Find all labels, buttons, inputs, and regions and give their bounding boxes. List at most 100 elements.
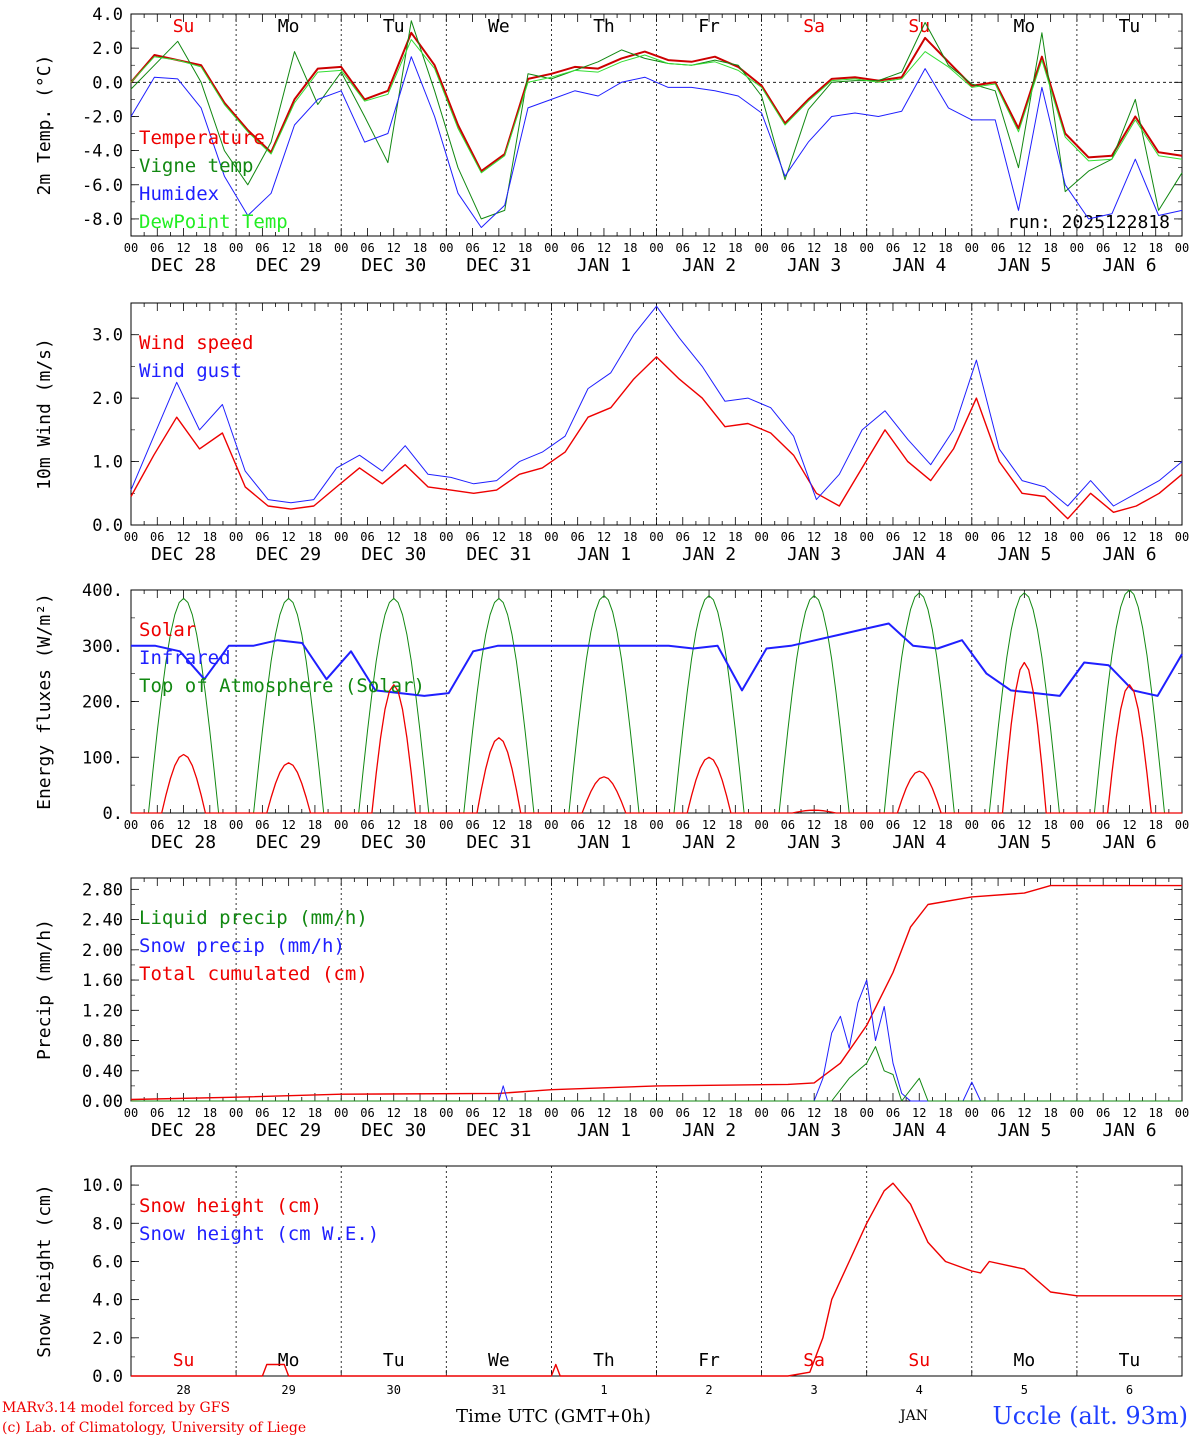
y-tick-label: 400. [82,581,123,601]
hour-label: 00 [334,818,348,832]
station-label: Uccle (alt. 93m) [992,1402,1188,1430]
weekday-label: Su [908,1350,930,1371]
y-tick-label: -2.0 [82,107,123,127]
hour-label: 18 [1148,241,1162,255]
hour-label: 06 [1096,241,1110,255]
hour-label: 06 [465,530,479,544]
hour-label: 12 [492,818,506,832]
hour-label: 12 [281,1106,295,1120]
hour-label: 00 [439,241,453,255]
y-tick-label: 8.0 [92,1214,123,1234]
date-label: JAN 6 [1102,544,1156,565]
weekday-label: Fr [698,1350,720,1371]
hour-label: 00 [124,241,138,255]
y-tick-label: 4.0 [92,1291,123,1311]
hour-label: 18 [1043,241,1057,255]
hour-label: 06 [991,1106,1005,1120]
weekday-label: Sa [803,16,825,37]
hour-label: 18 [623,1106,637,1120]
hour-label: 18 [1043,818,1057,832]
hour-label: 18 [203,818,217,832]
date-label: JAN 6 [1102,255,1156,276]
y-tick-label: 1.60 [82,971,123,991]
hour-label: 06 [991,530,1005,544]
hour-label: 18 [1043,1106,1057,1120]
hour-label: 06 [255,818,269,832]
y-tick-label: 200. [82,693,123,713]
hour-label: 12 [1017,241,1031,255]
y-tick-label: 0. [103,804,123,824]
hour-label: 18 [938,1106,952,1120]
date-label: DEC 31 [466,544,531,565]
date-label: DEC 29 [256,544,321,565]
hour-label: 18 [413,241,427,255]
hour-label: 00 [965,241,979,255]
date-label: JAN 6 [1102,832,1156,853]
y-tick-label: 2.0 [92,39,123,59]
date-label: JAN 6 [1102,1120,1156,1141]
date-label: DEC 29 [256,1120,321,1141]
y-tick-label: 0.80 [82,1032,123,1052]
legend-entry: Snow precip (mm/h) [139,935,345,957]
hour-label: 12 [702,1106,716,1120]
series-snow-height-cm- [131,1182,1182,1377]
hour-label: 00 [544,1106,558,1120]
hour-label: 00 [1175,241,1189,255]
hour-label: 06 [255,241,269,255]
y-tick-label: 0.40 [82,1062,123,1082]
hour-label: 06 [360,530,374,544]
hour-label: 18 [518,818,532,832]
hour-label: 06 [676,241,690,255]
legend-entry: Infrared [139,647,231,669]
hour-label: 00 [1175,818,1189,832]
weekday-label: Mo [1014,16,1036,37]
y-tick-label: 2.0 [92,389,123,409]
y-tick-label: -8.0 [82,210,123,230]
hour-label: 18 [728,818,742,832]
hour-label: 00 [439,530,453,544]
hour-label: 18 [308,1106,322,1120]
y-tick-label: 0.00 [82,1092,123,1112]
hour-label: 18 [623,818,637,832]
weekday-label: Su [173,1350,195,1371]
hour-label: 12 [912,1106,926,1120]
hour-label: 18 [623,241,637,255]
hour-label: 00 [334,241,348,255]
series-liquid-precip-mm-h- [131,1046,1182,1102]
date-label: DEC 30 [361,832,426,853]
day-number: 3 [811,1383,818,1397]
legend-entry: Vigne temp [139,155,253,177]
hour-label: 18 [938,530,952,544]
legend-entry: Top of Atmosphere (Solar) [139,675,425,697]
day-number: 28 [176,1383,190,1397]
date-label: DEC 30 [361,1120,426,1141]
panel-4: 00 06 12 18 00 06 12 18 00 06 12 18 00 06 12 18 00 06 12 18… [34,877,1189,1141]
legend-entry: DewPoint Temp [139,211,288,233]
date-label: DEC 28 [151,255,216,276]
date-label: JAN 2 [682,832,736,853]
hour-label: 06 [781,241,795,255]
hour-label: 18 [728,241,742,255]
y-tick-label: 300. [82,637,123,657]
hour-label: 18 [518,530,532,544]
date-label: DEC 29 [256,832,321,853]
hour-label: 18 [413,1106,427,1120]
hour-label: 00 [649,530,663,544]
hour-label: 06 [886,530,900,544]
hour-label: 06 [781,818,795,832]
y-axis-label: Energy fluxes (W/m²) [34,593,55,810]
hour-label: 06 [465,818,479,832]
weekday-label: We [488,16,510,37]
hour-label: 06 [360,241,374,255]
series-vigne-temp [130,20,1183,220]
hour-label: 12 [1122,530,1136,544]
legend-entry: Wind speed [139,332,253,354]
hour-label: 12 [702,241,716,255]
hour-label: 00 [859,1106,873,1120]
legend-entry: Total cumulated (cm) [139,963,368,985]
hour-label: 18 [833,818,847,832]
hour-label: 06 [150,241,164,255]
hour-label: 00 [229,530,243,544]
y-tick-label: 2.40 [82,911,123,931]
series-solar [131,661,1182,814]
